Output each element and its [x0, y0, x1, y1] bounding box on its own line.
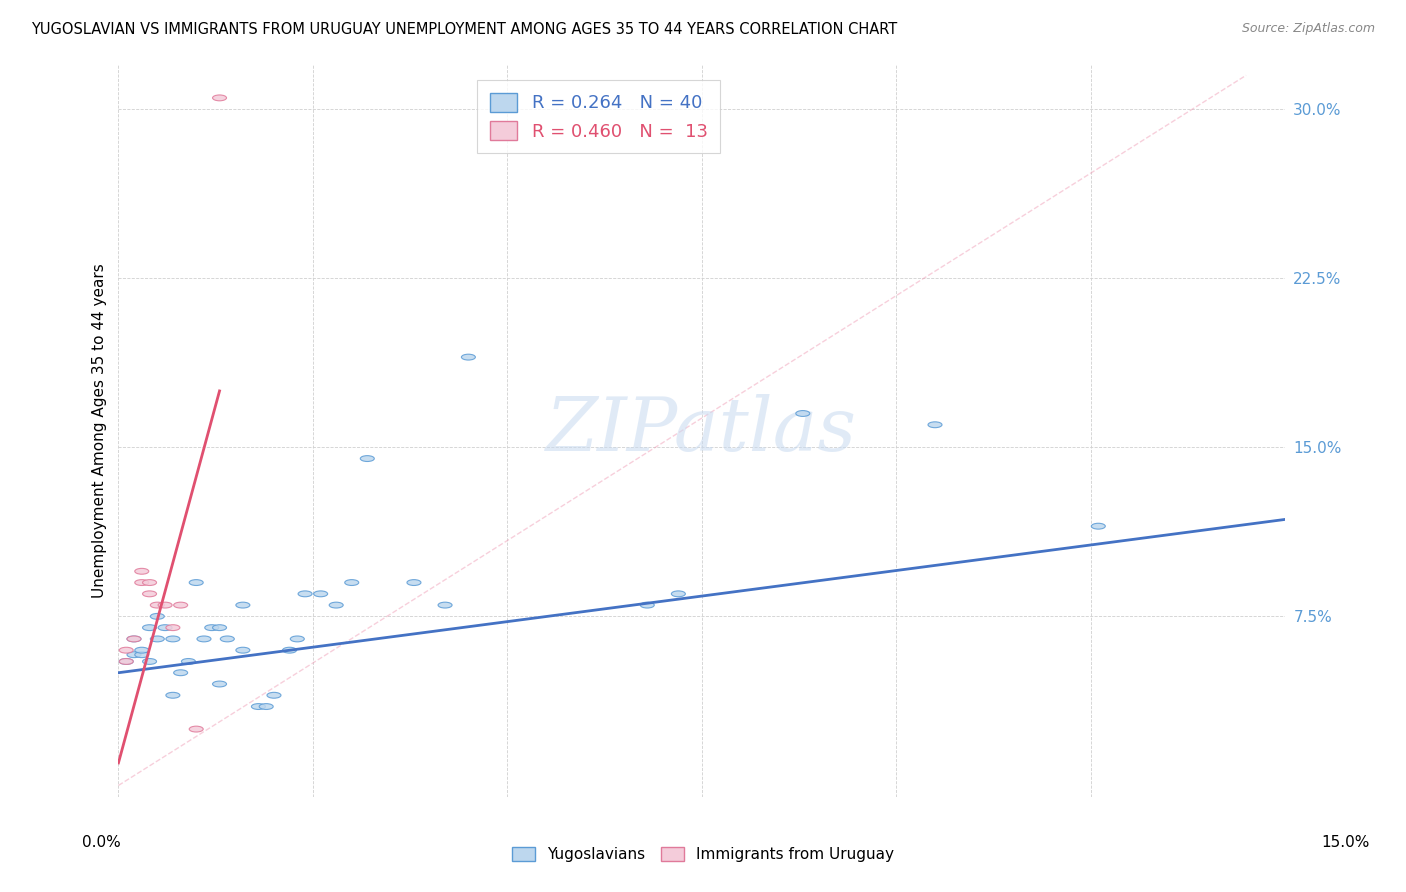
Ellipse shape — [174, 670, 187, 675]
Ellipse shape — [166, 624, 180, 631]
Text: YUGOSLAVIAN VS IMMIGRANTS FROM URUGUAY UNEMPLOYMENT AMONG AGES 35 TO 44 YEARS CO: YUGOSLAVIAN VS IMMIGRANTS FROM URUGUAY U… — [31, 22, 897, 37]
Ellipse shape — [150, 602, 165, 608]
Text: 0.0%: 0.0% — [82, 836, 121, 850]
Ellipse shape — [221, 636, 235, 642]
Ellipse shape — [212, 681, 226, 687]
Ellipse shape — [197, 636, 211, 642]
Ellipse shape — [166, 636, 180, 642]
Ellipse shape — [142, 624, 156, 631]
Ellipse shape — [120, 658, 134, 665]
Ellipse shape — [120, 648, 134, 653]
Ellipse shape — [157, 602, 172, 608]
Ellipse shape — [672, 591, 685, 597]
Legend: Yugoslavians, Immigrants from Uruguay: Yugoslavians, Immigrants from Uruguay — [506, 841, 900, 868]
Ellipse shape — [135, 648, 149, 653]
Ellipse shape — [212, 624, 226, 631]
Ellipse shape — [283, 648, 297, 653]
Ellipse shape — [267, 692, 281, 698]
Text: 15.0%: 15.0% — [1322, 836, 1369, 850]
Ellipse shape — [314, 591, 328, 597]
Ellipse shape — [135, 568, 149, 574]
Ellipse shape — [135, 652, 149, 657]
Ellipse shape — [150, 636, 165, 642]
Ellipse shape — [1091, 524, 1105, 529]
Ellipse shape — [259, 704, 273, 709]
Ellipse shape — [120, 658, 134, 665]
Ellipse shape — [236, 602, 250, 608]
Ellipse shape — [461, 354, 475, 360]
Ellipse shape — [329, 602, 343, 608]
Ellipse shape — [157, 624, 172, 631]
Ellipse shape — [406, 580, 420, 585]
Ellipse shape — [640, 602, 654, 608]
Y-axis label: Unemployment Among Ages 35 to 44 years: Unemployment Among Ages 35 to 44 years — [93, 263, 107, 598]
Ellipse shape — [252, 704, 266, 709]
Legend: R = 0.264   N = 40, R = 0.460   N =  13: R = 0.264 N = 40, R = 0.460 N = 13 — [478, 80, 720, 153]
Ellipse shape — [205, 624, 219, 631]
Ellipse shape — [135, 580, 149, 585]
Ellipse shape — [127, 652, 141, 657]
Text: ZIPatlas: ZIPatlas — [546, 394, 858, 467]
Text: Source: ZipAtlas.com: Source: ZipAtlas.com — [1241, 22, 1375, 36]
Ellipse shape — [290, 636, 304, 642]
Ellipse shape — [298, 591, 312, 597]
Ellipse shape — [928, 422, 942, 427]
Ellipse shape — [127, 636, 141, 642]
Ellipse shape — [212, 95, 226, 101]
Ellipse shape — [150, 614, 165, 619]
Ellipse shape — [142, 580, 156, 585]
Ellipse shape — [796, 410, 810, 417]
Ellipse shape — [236, 648, 250, 653]
Ellipse shape — [142, 658, 156, 665]
Ellipse shape — [142, 591, 156, 597]
Ellipse shape — [181, 658, 195, 665]
Ellipse shape — [190, 726, 204, 732]
Ellipse shape — [166, 692, 180, 698]
Ellipse shape — [174, 602, 187, 608]
Ellipse shape — [360, 456, 374, 461]
Ellipse shape — [439, 602, 453, 608]
Ellipse shape — [127, 636, 141, 642]
Ellipse shape — [190, 580, 204, 585]
Ellipse shape — [344, 580, 359, 585]
